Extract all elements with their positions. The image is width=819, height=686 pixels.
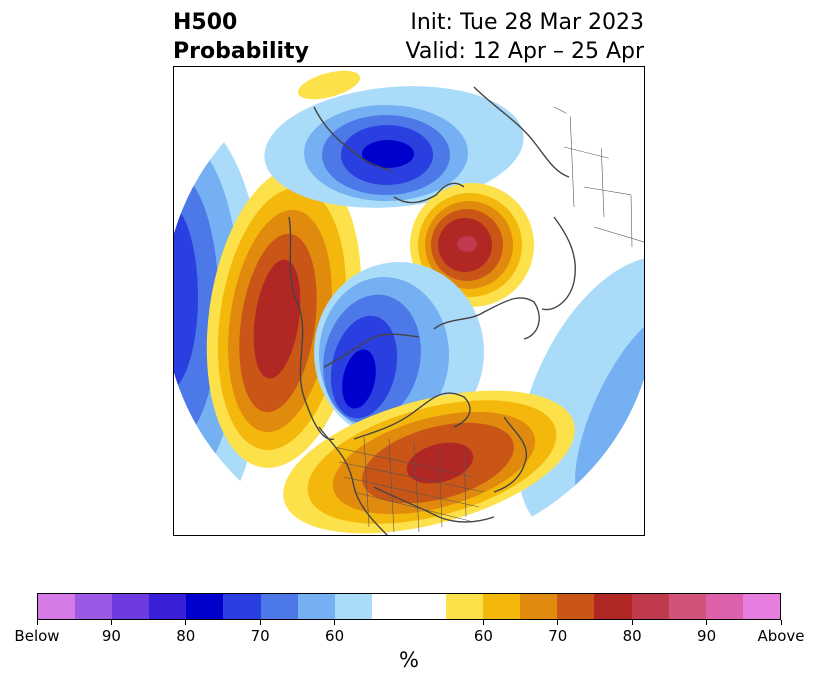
greenland-high-contour <box>297 70 361 100</box>
init-date: Init: Tue 28 Mar 2023 <box>410 10 644 35</box>
colorbar-segment <box>408 594 447 619</box>
colorbar-segment <box>742 594 780 619</box>
colorbar-tick-label: 90 <box>101 627 121 645</box>
colorbar-tick <box>557 620 559 625</box>
colorbar-segment <box>557 594 595 619</box>
colorbar-tick <box>110 620 112 625</box>
colorbar-segment <box>223 594 261 619</box>
colorbar-segment <box>631 594 669 619</box>
forecast-dates: Init: Tue 28 Mar 2023 Valid: 12 Apr – 25… <box>406 8 645 66</box>
colorbar-segment <box>371 594 409 619</box>
probability-colorbar <box>37 593 781 620</box>
colorbar-tick-label: 80 <box>176 627 196 645</box>
chart-title: H500 Probability <box>173 8 309 66</box>
colorbar-tick <box>185 620 187 625</box>
colorbar-segment <box>594 594 632 619</box>
map-panel <box>173 66 645 536</box>
colorbar-tick <box>259 620 261 625</box>
colorbar-segment <box>75 594 113 619</box>
colorbar-segment <box>705 594 743 619</box>
colorbar-tick-label: Above <box>757 627 805 645</box>
title-metric: Probability <box>173 39 309 64</box>
colorbar-segment <box>186 594 224 619</box>
colorbar-segment <box>334 594 372 619</box>
colorbar-tick <box>482 620 484 625</box>
colorbar-tick <box>334 620 336 625</box>
scandinavia-low-contours <box>264 86 524 208</box>
colorbar-tick <box>780 620 782 625</box>
colorbar-tick <box>706 620 708 625</box>
colorbar-tick-label: 90 <box>697 627 717 645</box>
colorbar-tick-label: 70 <box>548 627 568 645</box>
alaska-high-contours <box>206 166 362 468</box>
eastern-us-high-contours <box>283 390 575 534</box>
colorbar-tick-label: 60 <box>325 627 345 645</box>
colorbar-segment <box>297 594 335 619</box>
colorbar-segment <box>260 594 298 619</box>
colorbar-segment <box>483 594 521 619</box>
coastlines <box>288 86 576 535</box>
colorbar-segment <box>149 594 187 619</box>
colorbar-segment <box>520 594 558 619</box>
colorbar-tick-label: 60 <box>473 627 493 645</box>
valid-period: Valid: 12 Apr – 25 Apr <box>405 39 645 64</box>
colorbar-tick <box>36 620 38 625</box>
colorbar-segment <box>38 594 76 619</box>
colorbar-tick-label: Below <box>14 627 60 645</box>
polar-map <box>174 67 644 535</box>
colorbar-segment <box>668 594 706 619</box>
colorbar-unit-label: % <box>399 648 419 672</box>
colorbar-tick-label: 70 <box>250 627 270 645</box>
title-variable: H500 <box>173 10 238 35</box>
colorbar-segment <box>446 594 484 619</box>
colorbar-tick-label: 80 <box>622 627 642 645</box>
colorbar-segment <box>112 594 150 619</box>
colorbar-tick <box>631 620 633 625</box>
